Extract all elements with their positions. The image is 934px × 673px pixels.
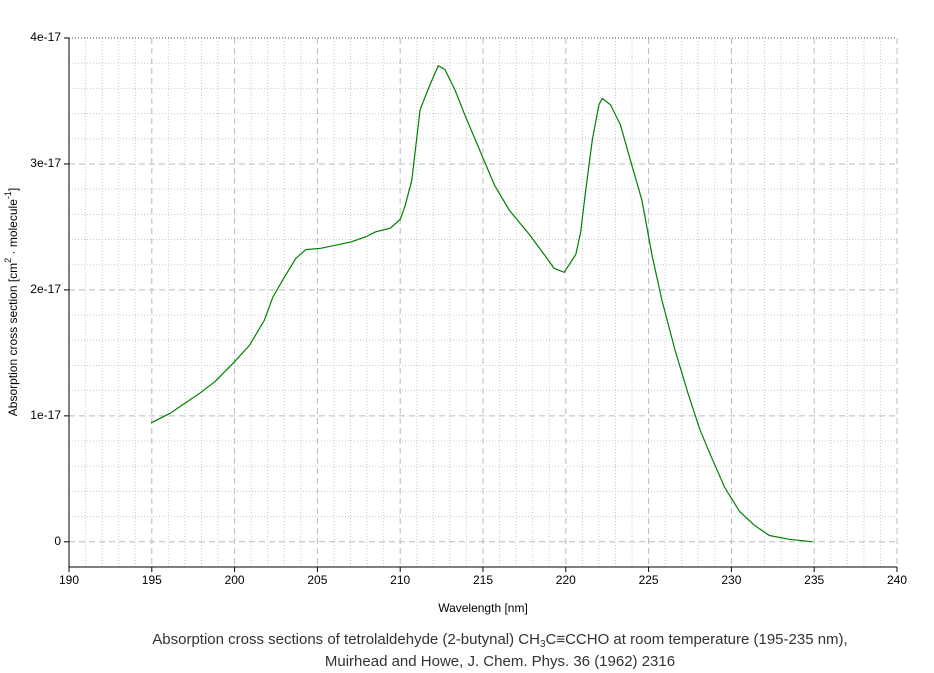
x-tick-label: 190 xyxy=(59,573,79,587)
y-label-part: ] xyxy=(6,188,20,191)
x-axis-label: Wavelength [nm] xyxy=(438,601,528,615)
x-tick-label: 215 xyxy=(473,573,493,587)
x-tick-label: 205 xyxy=(307,573,327,587)
chart-subtitle: Muirhead and Howe, J. Chem. Phys. 36 (19… xyxy=(325,653,675,670)
y-tick-label: 3e-17 xyxy=(30,156,61,170)
y-label-superscript: -1 xyxy=(3,191,13,199)
x-tick-label: 220 xyxy=(556,573,576,587)
x-tick-label: 210 xyxy=(390,573,410,587)
title-subscript: 3 xyxy=(540,639,546,650)
y-tick-label: 0 xyxy=(54,534,61,548)
y-tick-label: 1e-17 xyxy=(30,408,61,422)
title-part: C≡CCHO at room temperature (195-235 nm), xyxy=(546,631,848,648)
data-line xyxy=(150,64,813,543)
y-label-part: · molecule xyxy=(6,199,20,258)
x-tick-label: 225 xyxy=(639,573,659,587)
y-label-superscript: 2 xyxy=(3,258,13,263)
y-axis-label: Absorption cross section [cm2 · molecule… xyxy=(3,188,20,416)
y-tick-label: 2e-17 xyxy=(30,282,61,296)
x-tick-label: 240 xyxy=(887,573,907,587)
chart-title: Absorption cross sections of tetrolaldeh… xyxy=(152,631,847,650)
x-tick-label: 230 xyxy=(721,573,741,587)
x-tick-label: 235 xyxy=(804,573,824,587)
y-label-part: Absorption cross section [cm xyxy=(6,263,20,416)
y-tick-label: 4e-17 xyxy=(30,30,61,44)
x-tick-label: 200 xyxy=(225,573,245,587)
title-part: Absorption cross sections of tetrolaldeh… xyxy=(152,631,540,648)
x-tick-label: 195 xyxy=(142,573,162,587)
